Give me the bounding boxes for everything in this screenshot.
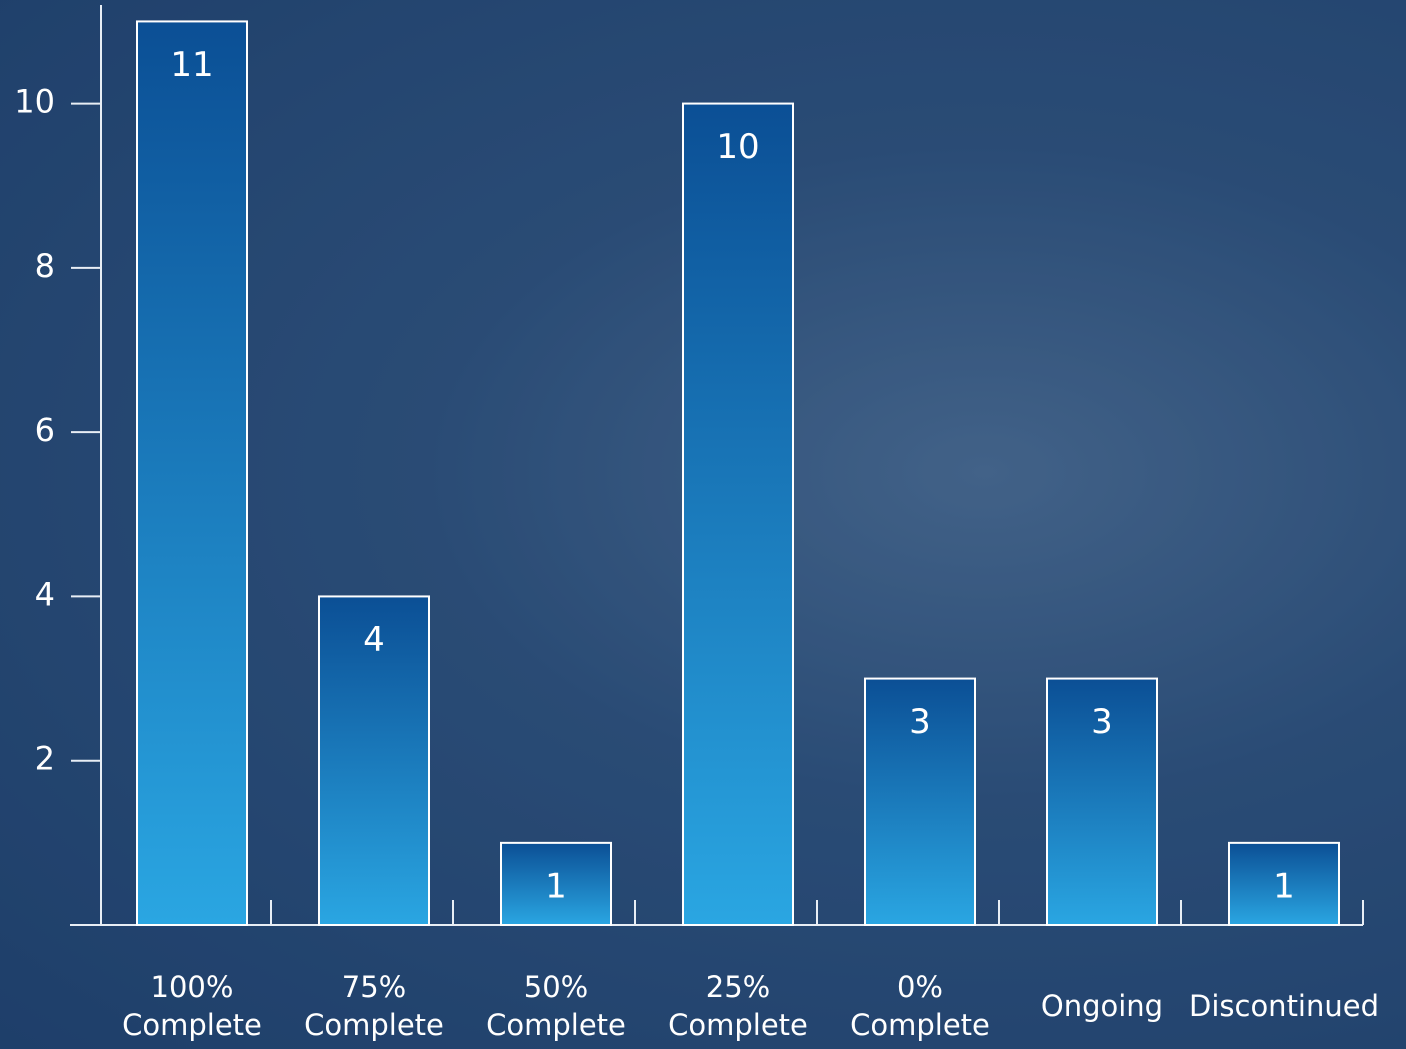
x-tick-label: Discontinued (1189, 965, 1379, 1049)
bar (1228, 841, 1340, 926)
value-label: 10 (716, 127, 759, 167)
x-tick-text: 50% Complete (486, 970, 626, 1042)
x-tick-label: Ongoing (1011, 965, 1193, 1049)
y-tick-label: 10 (14, 83, 55, 121)
x-tick-label: 0% Complete (829, 965, 1011, 1049)
x-tick-label: 50% Complete (465, 965, 647, 1049)
bar (318, 595, 430, 927)
bar (136, 20, 248, 926)
x-tick-text: Discontinued (1189, 989, 1380, 1024)
bar (500, 841, 612, 926)
value-label: 11 (170, 45, 213, 85)
x-tick-text: 100% Complete (122, 970, 262, 1042)
y-tick-label: 6 (35, 411, 55, 449)
x-tick-label: 25% Complete (647, 965, 829, 1049)
y-tick-label: 8 (35, 247, 55, 285)
y-tick-label: 2 (35, 740, 55, 778)
value-label: 1 (545, 866, 567, 906)
x-tick-text: 0% Complete (850, 970, 990, 1042)
value-label: 3 (909, 702, 931, 742)
value-label: 3 (1091, 702, 1113, 742)
x-tick-label: 100% Complete (101, 965, 283, 1049)
bar (1046, 677, 1158, 926)
x-tick-text: 75% Complete (304, 970, 444, 1042)
x-tick-text: 25% Complete (668, 970, 808, 1042)
value-label: 4 (363, 620, 385, 660)
x-tick-label: 75% Complete (283, 965, 465, 1049)
bar (682, 102, 794, 927)
x-tick-text: Ongoing (1040, 989, 1164, 1024)
y-tick-label: 4 (35, 575, 55, 613)
bar (864, 677, 976, 926)
value-label: 1 (1273, 866, 1295, 906)
